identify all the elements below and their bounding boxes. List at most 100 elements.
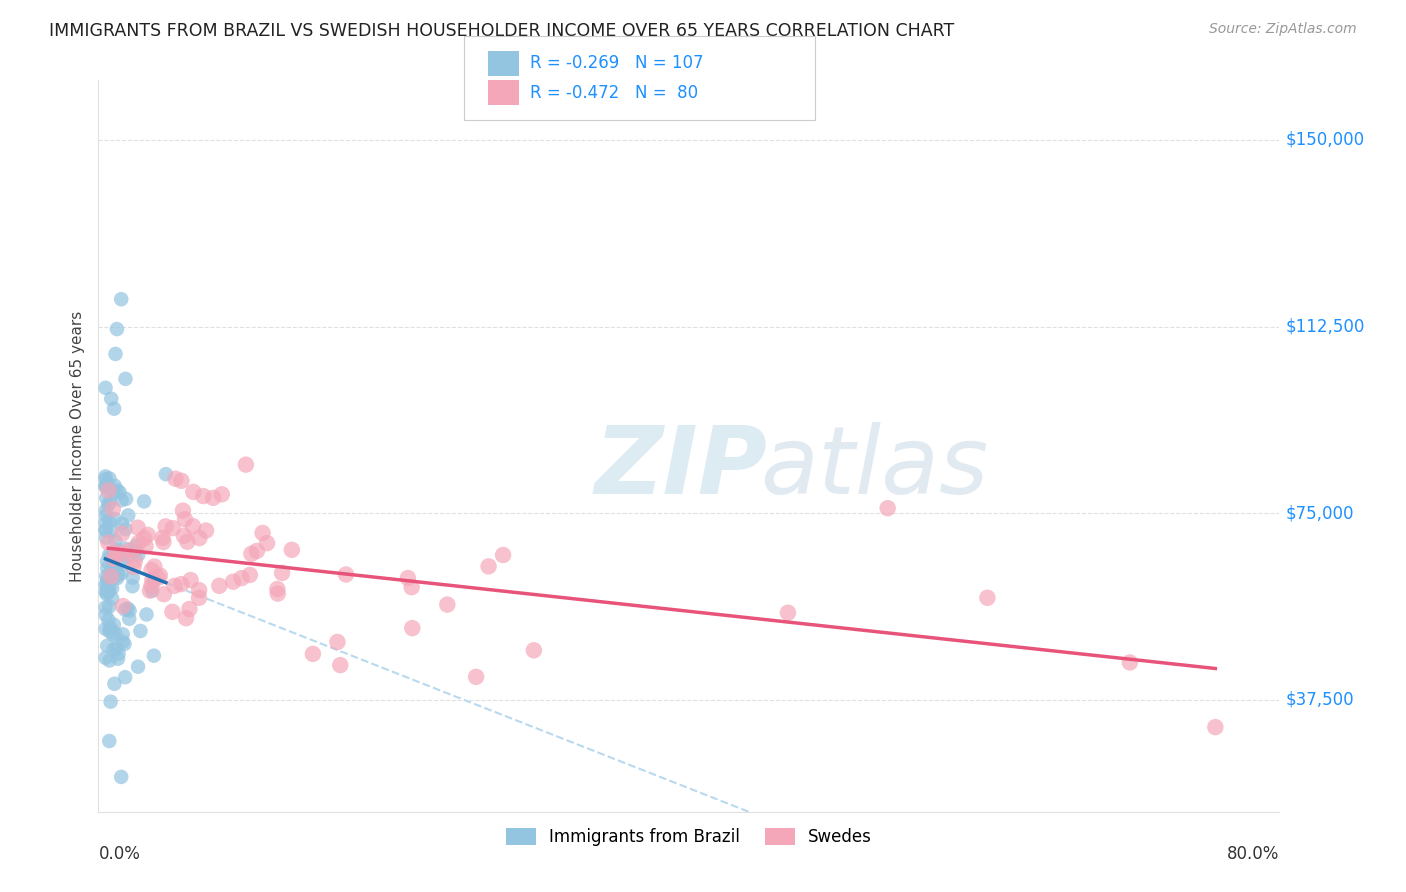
Point <box>101 591 124 606</box>
Point <box>188 583 211 598</box>
Point <box>281 542 304 557</box>
Point <box>94 508 117 523</box>
Point <box>94 472 117 486</box>
Point <box>103 401 125 416</box>
Point <box>117 601 139 615</box>
Text: Source: ZipAtlas.com: Source: ZipAtlas.com <box>1209 22 1357 37</box>
Point <box>152 531 174 545</box>
Point <box>181 519 204 533</box>
Point <box>111 634 134 648</box>
Point <box>111 566 134 580</box>
Point <box>1204 720 1226 734</box>
Point <box>110 493 132 508</box>
Text: R = -0.472   N =  80: R = -0.472 N = 80 <box>530 84 699 102</box>
Point <box>98 581 121 595</box>
Point <box>94 577 117 591</box>
Point <box>127 659 149 673</box>
Point <box>96 569 118 583</box>
Point <box>326 635 349 649</box>
Point <box>98 653 121 667</box>
Point <box>179 602 201 616</box>
Point <box>100 569 122 583</box>
Point <box>114 603 136 617</box>
Point <box>174 512 197 526</box>
Point <box>114 670 136 684</box>
Point <box>125 539 148 553</box>
Text: atlas: atlas <box>759 423 988 514</box>
Point <box>271 566 294 580</box>
Point <box>103 642 125 657</box>
Point <box>108 485 131 500</box>
Point <box>174 611 197 625</box>
Point <box>105 571 128 585</box>
Point <box>127 536 149 550</box>
Point <box>401 580 423 594</box>
Point <box>107 567 129 582</box>
Point <box>141 583 163 598</box>
Point <box>100 695 122 709</box>
Text: ZIP: ZIP <box>595 422 768 514</box>
Point <box>100 549 122 563</box>
Text: IMMIGRANTS FROM BRAZIL VS SWEDISH HOUSEHOLDER INCOME OVER 65 YEARS CORRELATION C: IMMIGRANTS FROM BRAZIL VS SWEDISH HOUSEH… <box>49 22 955 40</box>
Point <box>252 525 274 540</box>
Point <box>111 627 134 641</box>
Text: R = -0.269   N = 107: R = -0.269 N = 107 <box>530 54 703 72</box>
Point <box>172 503 194 517</box>
Point <box>101 581 124 595</box>
Point <box>267 586 290 600</box>
Point <box>436 598 458 612</box>
Point <box>101 502 124 516</box>
Point <box>132 494 155 508</box>
Point <box>94 469 117 483</box>
Point <box>401 621 423 635</box>
Point <box>124 554 146 568</box>
Point <box>107 651 129 665</box>
Point <box>96 573 118 587</box>
Point <box>152 535 174 549</box>
Point <box>477 559 499 574</box>
Point <box>193 489 215 503</box>
Point <box>146 571 169 585</box>
Point <box>94 479 117 493</box>
Legend: Immigrants from Brazil, Swedes: Immigrants from Brazil, Swedes <box>498 820 880 855</box>
Point <box>162 521 184 535</box>
Text: $150,000: $150,000 <box>1285 131 1364 149</box>
Point <box>142 648 165 663</box>
Point <box>302 647 325 661</box>
Point <box>136 528 159 542</box>
Point <box>256 536 278 550</box>
Point <box>104 626 127 640</box>
Point <box>176 534 198 549</box>
Point <box>94 503 117 517</box>
Point <box>101 566 124 581</box>
Point <box>103 617 125 632</box>
Point <box>103 551 125 566</box>
Point <box>118 612 141 626</box>
Point <box>104 533 127 548</box>
Point <box>240 547 263 561</box>
Point <box>155 467 177 482</box>
Point <box>129 624 152 638</box>
Point <box>143 574 166 588</box>
Point <box>139 583 162 598</box>
Point <box>100 524 122 539</box>
Point <box>111 526 134 541</box>
Point <box>173 529 195 543</box>
Point <box>170 577 193 591</box>
Point <box>143 559 166 574</box>
Point <box>100 562 122 576</box>
Point <box>94 585 117 599</box>
Point <box>98 622 121 636</box>
Point <box>104 347 127 361</box>
Point <box>103 485 125 500</box>
Point <box>103 478 125 492</box>
Point <box>110 554 132 568</box>
Point <box>94 523 117 537</box>
Point <box>94 607 117 622</box>
Point <box>96 639 118 653</box>
Point <box>97 498 120 512</box>
Point <box>105 483 128 498</box>
Point <box>335 567 357 582</box>
Point <box>1119 656 1142 670</box>
Point <box>94 650 117 665</box>
